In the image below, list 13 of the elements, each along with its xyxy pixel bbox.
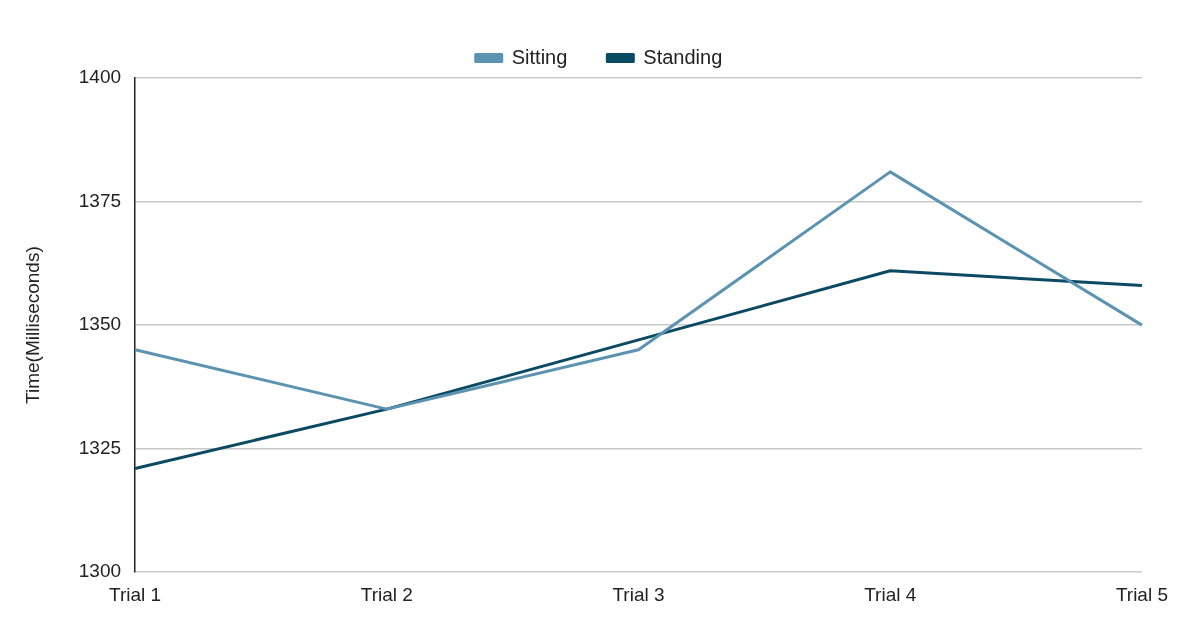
y-tick-label: 1350 — [78, 313, 122, 335]
y-tick-label: 1300 — [78, 560, 122, 582]
legend-label: Standing — [643, 45, 723, 68]
x-tick-label: Trial 5 — [1115, 583, 1169, 605]
legend-label: Sitting — [511, 45, 568, 68]
x-tick-label: Trial 1 — [109, 583, 162, 605]
x-tick-label: Trial 4 — [864, 583, 917, 605]
y-tick-label: 1325 — [78, 436, 122, 458]
x-tick-label: Trial 2 — [360, 583, 413, 605]
y-tick-label: 1400 — [78, 66, 122, 88]
y-tick-label: 1375 — [78, 189, 122, 211]
y-axis-title: Time(Milliseconds) — [21, 246, 43, 404]
x-tick-label: Trial 3 — [612, 583, 665, 605]
